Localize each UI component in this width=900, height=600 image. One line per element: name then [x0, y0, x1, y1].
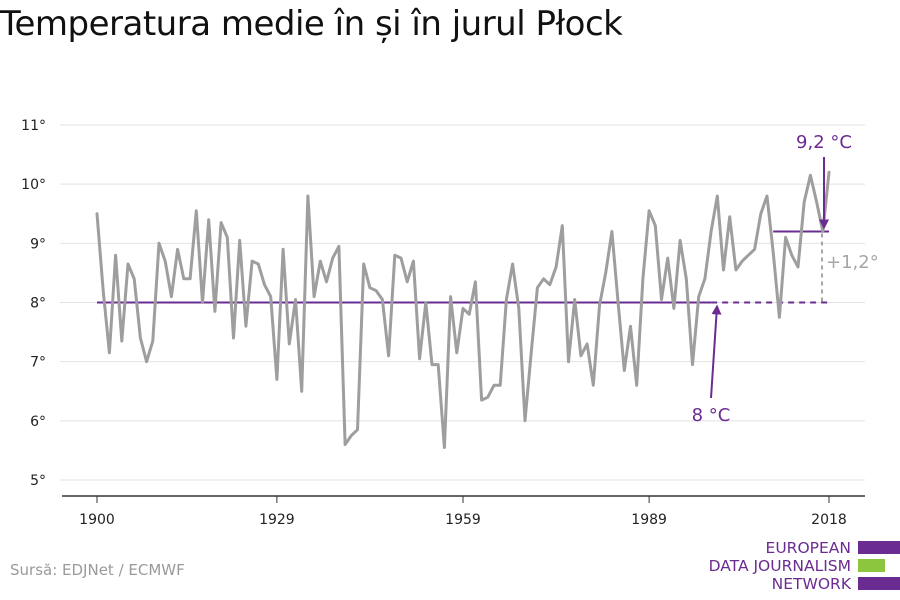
y-tick-label: 9°	[30, 236, 46, 252]
y-tick-label: 10°	[21, 177, 46, 193]
edjnet-logo: EUROPEAN DATA JOURNALISM NETWORK	[700, 538, 900, 600]
y-tick-label: 7°	[30, 355, 46, 371]
y-tick-label: 5°	[30, 473, 46, 489]
y-axis: 5° 6° 7° 8° 9° 10° 11°	[21, 118, 46, 489]
reference-arrow	[710, 304, 722, 399]
x-tick-label: 1959	[445, 512, 481, 528]
logo-line-1: EUROPEAN	[765, 539, 851, 557]
y-tick-label: 6°	[30, 414, 46, 430]
source-note: Sursă: EDJNet / ECMWF	[10, 561, 185, 579]
y-tick-label: 8°	[30, 296, 46, 312]
series-group	[95, 170, 831, 449]
logo-line-2: DATA JOURNALISM	[708, 557, 851, 575]
reference-label: 8 °C	[692, 405, 731, 426]
x-axis: 1900 1929 1959 1989 2018	[62, 495, 865, 528]
x-tick-label: 1929	[259, 512, 295, 528]
y-tick-label: 11°	[21, 118, 46, 134]
chart-title: Temperatura medie în și în jurul Płock	[0, 4, 623, 44]
logo-bar-purple-bottom	[858, 577, 900, 590]
temperature-series-line	[95, 170, 831, 449]
logo-bar-purple-top	[858, 541, 900, 554]
recent-average-label: 9,2 °C	[796, 132, 852, 153]
x-tick-label: 1900	[79, 512, 115, 528]
logo-line-3: NETWORK	[771, 575, 851, 593]
annotations: 8 °C 9,2 °C +1,2°	[692, 132, 879, 426]
x-tick-label: 2018	[811, 512, 847, 528]
x-tick-label: 1989	[631, 512, 667, 528]
logo-bar-green	[858, 559, 885, 572]
difference-label: +1,2°	[826, 252, 879, 273]
